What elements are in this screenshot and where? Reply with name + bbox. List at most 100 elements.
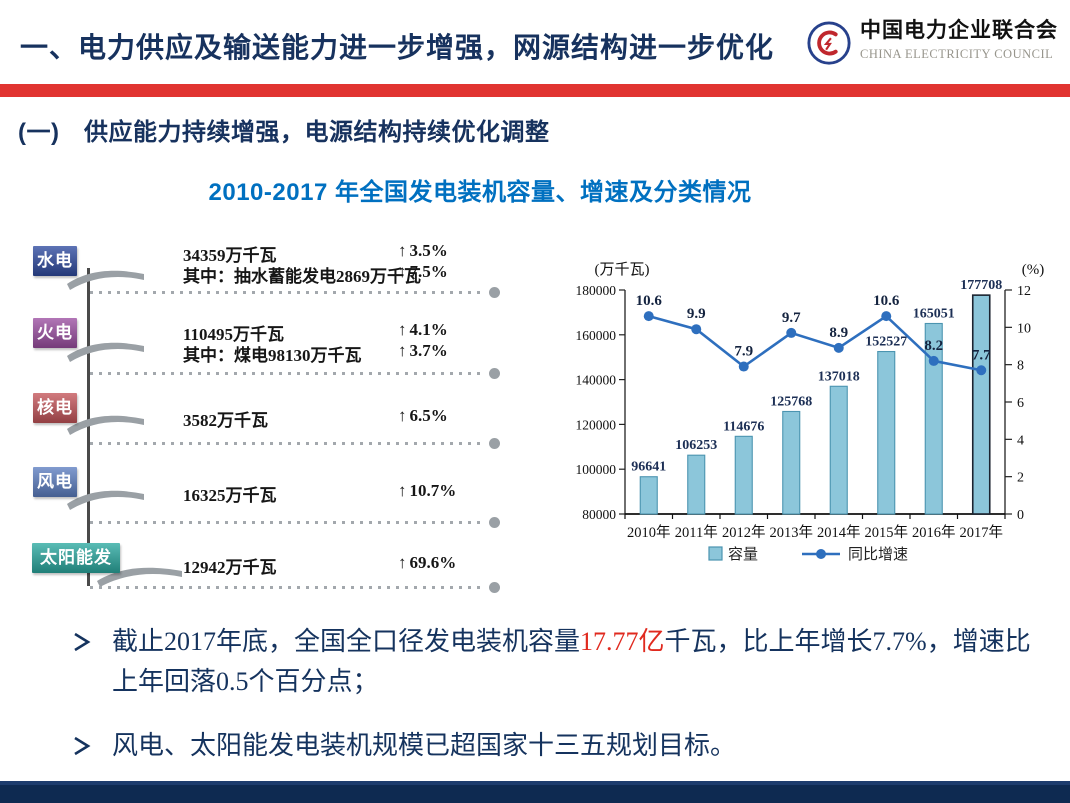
bullet-item: 风电、太阳能发电装机规模已超国家十三五规划目标。 <box>68 726 1038 766</box>
bullet-text: 风电、太阳能发电装机规模已超国家十三五规划目标。 <box>112 731 737 760</box>
x-label: 2015年 <box>865 524 909 541</box>
growth-label: 10.6 <box>636 293 663 309</box>
right-tick-label: 6 <box>1017 396 1024 411</box>
power-type-badge-hydro: 水电 <box>33 246 77 276</box>
capacity-value: 3582万千瓦 <box>183 411 268 430</box>
up-arrow-icon: ↑ <box>398 341 407 360</box>
bar-2010年 <box>639 476 658 515</box>
bullet-arrow-icon <box>74 632 91 652</box>
bar-label: 106253 <box>675 438 717 453</box>
legend-bar-label: 容量 <box>728 546 758 563</box>
capacity-breakdown-panel: 水电 34359万千瓦 ↑ 3.5% 其中：抽水蓄能发电2869万千瓦 ↑ 7.5%… <box>30 240 520 600</box>
org-name-en: CHINA ELECTRICITY COUNCIL <box>860 47 1054 61</box>
x-label: 2013年 <box>770 524 814 541</box>
capacity-value: 其中：抽水蓄能发电2869万千瓦 <box>183 267 421 286</box>
x-label: 2016年 <box>912 524 956 541</box>
growth-rate: ↑ 4.1% <box>398 320 448 339</box>
power-type-badge-nuclear: 核电 <box>33 393 77 423</box>
chart-title: 2010-2017 年全国发电装机容量、增速及分类情况 <box>208 179 752 206</box>
bar-2011年 <box>687 454 706 515</box>
growth-point <box>786 327 797 338</box>
bar-2013年 <box>782 410 801 515</box>
growth-label: 10.6 <box>873 293 900 309</box>
growth-rate: ↑ 3.5% <box>398 241 448 260</box>
bar-label: 165051 <box>913 306 955 321</box>
swoosh-decoration <box>67 490 144 510</box>
right-tick-label: 10 <box>1017 321 1031 336</box>
left-tick-label: 120000 <box>576 417 617 432</box>
right-axis-unit: (%) <box>1022 262 1045 278</box>
bar-label: 114676 <box>723 419 764 434</box>
bullet-arrow-icon <box>74 736 91 756</box>
bar-label: 137018 <box>818 369 860 384</box>
up-arrow-icon: ↑ <box>398 241 407 260</box>
page-title: 一、电力供应及输送能力进一步增强，网源结构进一步优化 <box>20 32 775 63</box>
growth-label: 9.7 <box>782 310 801 326</box>
highlight-value: 17.77亿 <box>580 627 665 656</box>
end-dot <box>489 287 500 298</box>
dotted-separator <box>90 517 500 528</box>
left-tick-label: 100000 <box>576 462 617 477</box>
x-label: 2012年 <box>722 524 766 541</box>
capacity-line: 110495万千瓦 ↑ 4.1% <box>183 320 518 344</box>
x-label: 2010年 <box>627 524 671 541</box>
growth-rate: ↑ 10.7% <box>398 481 457 500</box>
growth-label: 9.9 <box>687 306 706 322</box>
growth-label: 8.9 <box>829 325 848 341</box>
bar-label: 96641 <box>631 460 666 475</box>
bar-2015年 <box>877 350 896 515</box>
cec-emblem-icon <box>807 21 851 65</box>
dotted-separator <box>90 582 500 593</box>
capacity-subline: 其中：抽水蓄能发电2869万千瓦 ↑ 7.5% <box>183 262 518 286</box>
dotted-separator <box>90 438 500 449</box>
org-name-cn: 中国电力企业联合会 <box>860 19 1058 42</box>
up-arrow-icon: ↑ <box>398 320 407 339</box>
swoosh-decoration <box>67 415 144 435</box>
left-tick-label: 80000 <box>582 507 616 522</box>
right-tick-label: 4 <box>1017 433 1024 448</box>
growth-rate: ↑ 69.6% <box>398 553 457 572</box>
bar-label: 152527 <box>865 335 907 350</box>
end-dot <box>489 368 500 379</box>
legend-line-dot <box>816 549 826 559</box>
right-tick-label: 2 <box>1017 471 1024 486</box>
x-label: 2011年 <box>675 524 718 541</box>
left-tick-label: 140000 <box>576 373 617 388</box>
right-tick-label: 0 <box>1017 508 1024 523</box>
growth-label: 8.2 <box>924 338 943 354</box>
growth-label: 7.7 <box>972 347 991 363</box>
growth-rate: ↑ 7.5% <box>398 262 448 281</box>
bar-2014年 <box>829 385 848 515</box>
capacity-line: 12942万千瓦 ↑ 69.6% <box>183 553 518 577</box>
bullet-item: 截止2017年底，全国全口径发电装机容量17.77亿千瓦，比上年增长7.7%，增… <box>68 622 1038 702</box>
legend-line-label: 同比增速 <box>848 546 908 563</box>
right-tick-label: 12 <box>1017 284 1031 299</box>
bar-label: 125768 <box>770 394 812 409</box>
left-tick-label: 180000 <box>576 283 617 298</box>
up-arrow-icon: ↑ <box>398 406 407 425</box>
swoosh-decoration <box>67 342 144 362</box>
bar-2017年 <box>971 294 991 515</box>
growth-label: 7.9 <box>734 344 753 360</box>
growth-point <box>643 311 654 322</box>
dotted-separator <box>90 368 500 379</box>
bullet-text: 千瓦，比上年增长7.7%，增速比上年回落0.5个百分点； <box>112 627 1031 696</box>
org-logo: 中国电力企业联合会 CHINA ELECTRICITY COUNCIL <box>806 16 1058 66</box>
dotted-separator <box>90 287 500 298</box>
capacity-line: 16325万千瓦 ↑ 10.7% <box>183 481 518 505</box>
red-divider <box>0 84 1070 97</box>
end-dot <box>489 438 500 449</box>
capacity-value: 其中：煤电98130万千瓦 <box>183 346 362 365</box>
legend-bar-swatch <box>708 546 723 561</box>
growth-rate: ↑ 6.5% <box>398 406 448 425</box>
capacity-value: 16325万千瓦 <box>183 486 277 505</box>
left-axis-unit: (万千瓦) <box>595 261 650 278</box>
bullet-list: 截止2017年底，全国全口径发电装机容量17.77亿千瓦，比上年增长7.7%，增… <box>68 622 1038 790</box>
up-arrow-icon: ↑ <box>398 481 407 500</box>
growth-rate: ↑ 3.7% <box>398 341 448 360</box>
bullet-text: 截止2017年底，全国全口径发电装机容量 <box>112 627 581 656</box>
capacity-value: 110495万千瓦 <box>183 325 285 344</box>
chart-canvas: (万千瓦) (%) 80000 100000 120000 140000 160000 180… <box>576 261 1045 563</box>
power-type-badge-wind: 风电 <box>33 467 77 497</box>
